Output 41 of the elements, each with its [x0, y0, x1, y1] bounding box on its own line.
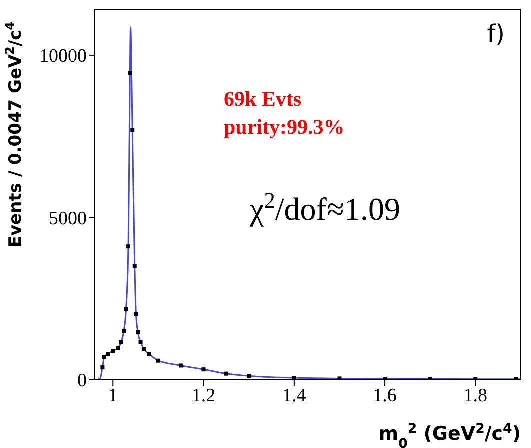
point: [126, 244, 131, 249]
point: [124, 307, 128, 312]
y-tick-label: 10000: [40, 46, 87, 68]
point: [128, 71, 132, 76]
point: [179, 364, 184, 368]
x-tick-label: 1.2: [192, 385, 216, 406]
x-tick-label: 1: [108, 385, 118, 406]
annotation: f): [487, 20, 505, 48]
point: [100, 365, 105, 370]
annotation: 69k Evts: [224, 87, 302, 111]
annotation: purity:99.3%: [224, 115, 345, 139]
point: [292, 376, 296, 380]
y-tick-label: 5000: [49, 208, 87, 230]
point: [134, 312, 138, 316]
point: [156, 358, 160, 363]
y-tick-label: 0: [78, 370, 87, 392]
point: [136, 330, 140, 334]
point: [111, 349, 116, 354]
point: [116, 346, 120, 350]
point: [130, 128, 135, 132]
point: [514, 377, 518, 380]
x-tick-label: 1.8: [464, 385, 488, 406]
x-axis-title: m$_{0}$$^{2}$ (GeV$^{2}$/c$^{4}$): [378, 422, 521, 448]
point: [224, 372, 228, 376]
point: [132, 264, 137, 268]
point: [383, 377, 388, 380]
point: [122, 329, 126, 334]
point: [142, 347, 146, 352]
point: [338, 376, 342, 380]
point: [474, 377, 478, 380]
point: [102, 355, 107, 360]
point: [202, 368, 206, 372]
point: [428, 377, 432, 380]
point: [106, 352, 110, 356]
annotation: χ$^{2}$/dof≈1.09: [249, 188, 401, 227]
point: [138, 340, 143, 344]
x-tick-label: 1.4: [282, 385, 307, 406]
point: [119, 340, 124, 344]
point: [147, 352, 152, 356]
x-tick-label: 1.6: [373, 385, 397, 406]
point: [247, 374, 252, 378]
